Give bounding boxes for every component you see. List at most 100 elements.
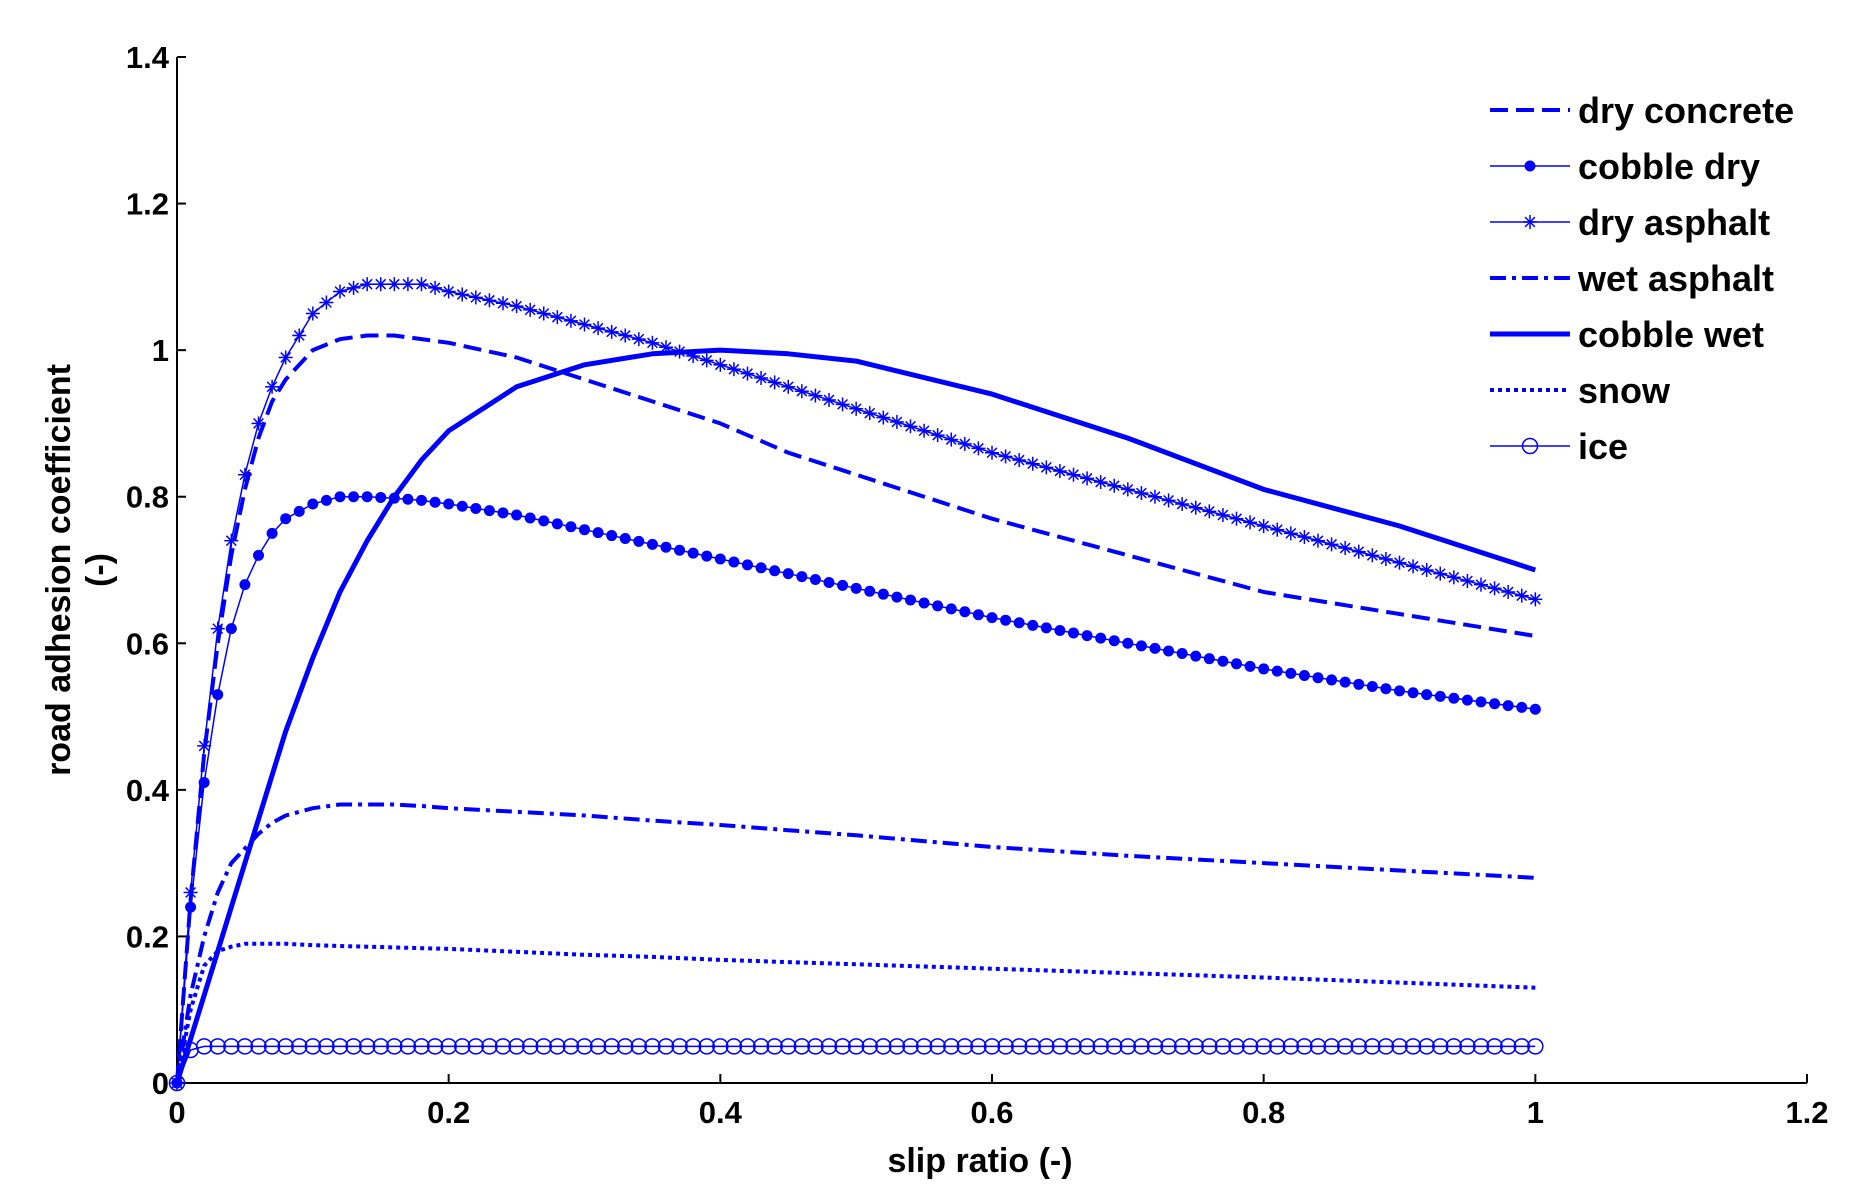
data-point-circle (861, 1038, 878, 1055)
legend-label: dry asphalt (1578, 202, 1770, 243)
data-point-star (699, 353, 714, 368)
data-point-dot (579, 524, 590, 536)
data-point-circle (1092, 1038, 1109, 1055)
data-point-dot (1135, 640, 1147, 652)
data-point-star (889, 414, 904, 429)
data-point-circle (318, 1038, 335, 1055)
data-point-circle (1133, 1038, 1150, 1055)
legend-item: dry asphalt (1490, 202, 1770, 243)
data-point-circle (1391, 1038, 1408, 1055)
data-point-circle (1106, 1038, 1123, 1055)
data-point-dot (1068, 627, 1079, 639)
data-point-circle (603, 1038, 620, 1055)
data-point-dot (1285, 667, 1297, 679)
data-point-star (1039, 460, 1054, 475)
data-point-circle (739, 1038, 756, 1055)
data-point-star (631, 332, 646, 347)
data-point-circle (1282, 1038, 1300, 1055)
data-point-circle (888, 1038, 906, 1055)
data-point-star (319, 295, 334, 310)
data-point-circle (195, 1038, 213, 1055)
data-point-dot (551, 518, 563, 530)
data-point-circle (915, 1038, 933, 1055)
data-point-star (930, 428, 945, 443)
data-point-dot (1081, 630, 1093, 642)
data-point-star (1324, 537, 1339, 552)
data-point-dot (932, 600, 944, 612)
data-point-circle (630, 1038, 648, 1055)
data-point-star (767, 375, 782, 390)
data-point-circle (454, 1038, 471, 1055)
legend: dry concrete cobble dry dry asphalt wet asp… (1490, 90, 1794, 467)
data-point-star (876, 410, 891, 425)
data-point-star (1351, 544, 1366, 559)
data-point-circle (684, 1038, 702, 1055)
y-tick-label: 0.8 (126, 480, 169, 515)
data-point-star (591, 321, 606, 336)
data-point-circle (820, 1038, 838, 1055)
data-point-star (224, 533, 239, 548)
data-point-dot (687, 547, 699, 559)
data-point-dot (1095, 632, 1107, 644)
data-point-star (917, 423, 932, 438)
data-point-dot (1489, 698, 1501, 710)
data-point-dot (443, 498, 455, 510)
data-point-circle (209, 1038, 226, 1055)
data-point-circle (1418, 1038, 1435, 1055)
data-point-circle (263, 1038, 281, 1055)
data-point-dot (470, 502, 482, 514)
data-point-star (1487, 581, 1502, 596)
x-tick-label: 0 (168, 1095, 185, 1130)
data-point-circle (1214, 1038, 1232, 1055)
data-point-circle (1377, 1038, 1395, 1055)
series-dry-concrete (175, 333, 1536, 1084)
data-point-circle (426, 1038, 444, 1055)
data-point-dot (674, 544, 686, 556)
data-point-star (1256, 519, 1271, 534)
data-point-circle (644, 1038, 661, 1055)
data-point-star (1202, 504, 1217, 519)
data-point-dot (185, 901, 197, 913)
data-point-star (183, 885, 198, 900)
data-point-star (1446, 570, 1461, 585)
series-ice (168, 1038, 1544, 1092)
data-point-star (903, 419, 918, 434)
data-point-circle (440, 1038, 457, 1055)
data-point-circle (834, 1038, 851, 1055)
data-point-circle (331, 1038, 349, 1055)
data-point-star (292, 328, 307, 343)
data-point-circle (793, 1038, 811, 1055)
data-point-dot (483, 505, 495, 517)
data-point-star (1406, 559, 1421, 574)
data-point-star (1474, 577, 1488, 592)
data-point-circle (1472, 1038, 1490, 1055)
data-point-dot (959, 606, 971, 618)
data-point-star (1528, 592, 1543, 607)
data-point-circle (780, 1038, 797, 1055)
data-point-dot (1380, 683, 1392, 695)
data-point-dot (905, 594, 916, 606)
data-point-circle (1350, 1038, 1367, 1055)
data-point-star (618, 328, 633, 343)
data-point-circle (1173, 1038, 1191, 1055)
data-point-circle (386, 1038, 403, 1055)
data-point-dot (1149, 642, 1161, 654)
data-point-circle (1309, 1038, 1327, 1055)
data-point-star (536, 306, 551, 321)
data-point-star (455, 287, 470, 302)
data-point-dot (619, 532, 631, 544)
data-point-star (1052, 464, 1067, 479)
data-point-star (414, 277, 429, 292)
x-axis-title: slip ratio (-) (887, 1142, 1072, 1180)
x-tick-label: 1.2 (1785, 1095, 1828, 1130)
data-point-circle (617, 1038, 634, 1055)
y-tick-label: 0.4 (126, 773, 170, 808)
data-point-circle (1432, 1038, 1449, 1055)
data-point-circle (807, 1038, 824, 1055)
data-point-star (265, 379, 280, 394)
data-point-star (1107, 478, 1122, 493)
data-point-circle (1323, 1038, 1340, 1055)
data-point-circle (1010, 1038, 1028, 1055)
data-point-dot (1258, 663, 1270, 675)
data-point-dot (728, 556, 740, 568)
